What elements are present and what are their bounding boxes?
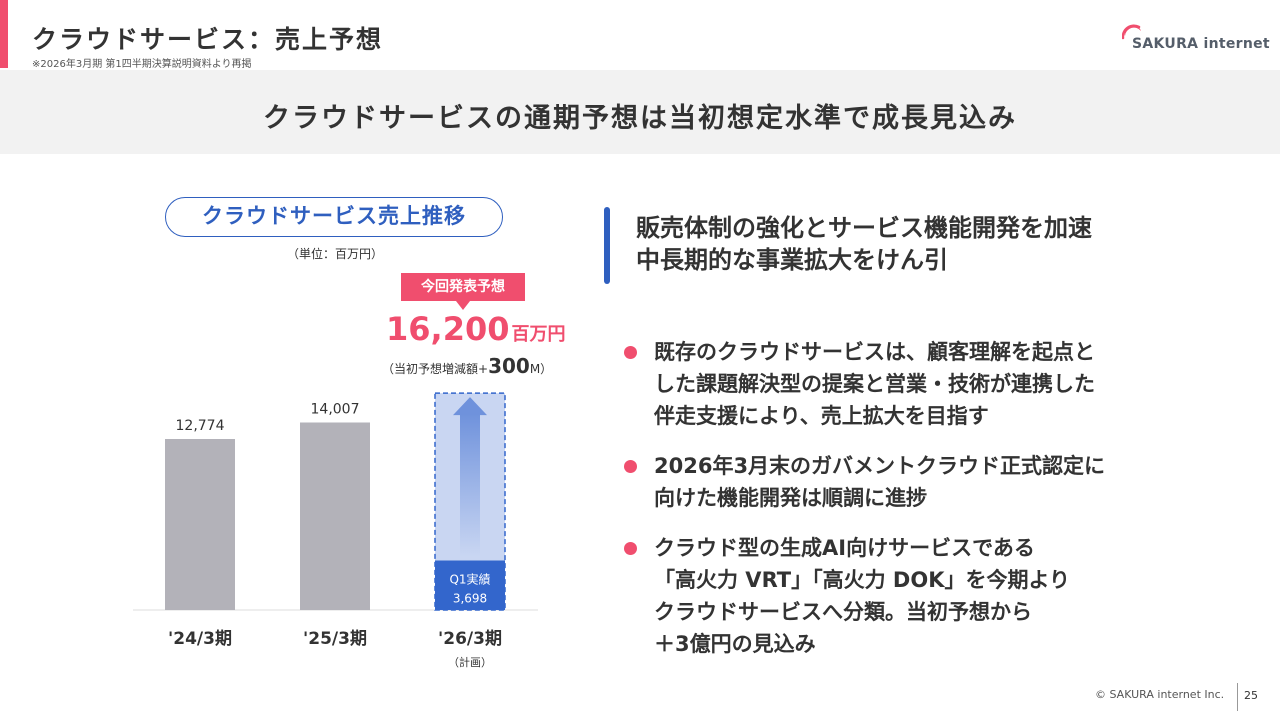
logo-text: SAKURA internet — [1132, 36, 1270, 52]
bullet-line: 伴走支援により、売上拡大を目指す — [654, 404, 989, 428]
category-label: '24/3期 — [168, 629, 232, 649]
bullet-item: クラウド型の生成AI向けサービスである 「高火力 VRT」「高火力 DOK」を今… — [624, 532, 1244, 660]
bullet-line: ＋3億円の見込み — [654, 632, 816, 656]
page-number: 25 — [1244, 689, 1258, 702]
sakura-logo-icon — [1122, 24, 1141, 40]
company-logo: SAKURA internet — [1112, 22, 1270, 52]
forecast-badge: 今回発表予想 — [401, 273, 525, 301]
growth-arrow-shaft — [460, 413, 480, 557]
forecast-badge-pointer — [456, 301, 470, 310]
footer-divider — [1237, 683, 1238, 711]
unit-label: （単位：百万円） — [287, 247, 384, 261]
bullet-line: 向けた機能開発は順調に進捗 — [654, 486, 927, 510]
section-heading-line: 販売体制の強化とサービス機能開発を加速 — [636, 214, 1092, 242]
category-label: '26/3期 — [438, 629, 502, 649]
bullet-line: した課題解決型の提案と営業・技術が連携した — [654, 372, 1095, 396]
forecast-diff: （当初予想増減額+300M） — [382, 354, 552, 378]
page-title: クラウドサービス：売上予想 — [32, 25, 384, 54]
forecast-diff-prefix: （当初予想増減額+ — [382, 362, 489, 376]
bullet-line: 既存のクラウドサービスは、顧客理解を起点と — [654, 340, 1095, 364]
forecast-value: 16,200 百万円 — [386, 310, 565, 348]
section-heading-line: 中長期的な事業拡大をけん引 — [636, 246, 948, 274]
bullet-line: クラウドサービスへ分類。当初予想から — [654, 600, 1032, 624]
bullet-line: 「高火力 VRT」「高火力 DOK」を今期より — [654, 568, 1071, 592]
bar-value-label: 14,007 — [311, 401, 360, 417]
bullet-item: 既存のクラウドサービスは、顧客理解を起点と した課題解決型の提案と営業・技術が連… — [624, 336, 1244, 432]
bullet-line: 2026年3月末のガバメントクラウド正式認定に — [654, 454, 1106, 478]
q1-label: Q1実績 — [449, 571, 490, 586]
category-label: '25/3期 — [303, 629, 367, 649]
bar-q1-actual — [435, 560, 505, 610]
bullet-item: 2026年3月末のガバメントクラウド正式認定に 向けた機能開発は順調に進捗 — [624, 450, 1244, 514]
forecast-value-unit: 百万円 — [511, 324, 566, 345]
bar — [165, 439, 235, 610]
forecast-value-number: 16,200 — [386, 310, 510, 348]
chart-title: クラウドサービス売上推移 — [165, 197, 503, 237]
source-note: ※2026年3月期 第1四半期決算説明資料より再掲 — [32, 59, 252, 70]
forecast-diff-suffix: M） — [529, 362, 553, 376]
headline: クラウドサービスの通期予想は当初想定水準で成長見込み — [263, 103, 1017, 134]
footer-copyright: © SAKURA internet Inc. — [1095, 688, 1225, 701]
bar-value-label: 12,774 — [176, 418, 225, 434]
bullet-dot-icon — [624, 346, 637, 359]
section-accent-bar — [604, 207, 610, 284]
section-heading: 販売体制の強化とサービス機能開発を加速 中長期的な事業拡大をけん引 — [636, 212, 1196, 276]
headline-band — [0, 70, 1280, 154]
bullet-line: クラウド型の生成AI向けサービスである — [654, 536, 1035, 560]
growth-arrow-icon — [453, 397, 487, 416]
bullet-dot-icon — [624, 460, 637, 473]
header-accent-bar — [0, 0, 8, 68]
forecast-diff-value: 300 — [488, 354, 530, 378]
bullet-list: 既存のクラウドサービスは、顧客理解を起点と した課題解決型の提案と営業・技術が連… — [624, 336, 1244, 678]
category-sublabel: （計画） — [448, 655, 492, 669]
q1-value-label: 3,698 — [453, 591, 487, 605]
bar — [300, 422, 370, 610]
bullet-dot-icon — [624, 542, 637, 555]
